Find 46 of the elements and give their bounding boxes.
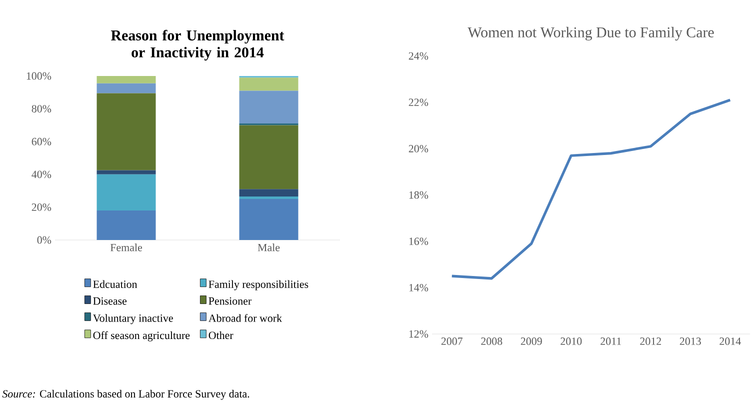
- legend-label: Pensioner: [208, 297, 252, 305]
- line-series: [450, 98, 732, 280]
- legend-label: Abroad for work: [208, 314, 282, 322]
- x-tick-label: Female: [110, 244, 142, 252]
- x-tick-label: 2010: [560, 338, 582, 345]
- bar: [239, 125, 298, 190]
- y-tick-label: 60%: [32, 138, 52, 146]
- bar: [239, 90, 298, 124]
- bar: [96, 170, 156, 174]
- y-tick-label: 40%: [32, 170, 52, 178]
- legend-label: Edcuation: [93, 280, 138, 288]
- bar: [96, 210, 156, 240]
- x-tick-label: 2011: [600, 338, 621, 345]
- y-tick-label: 0%: [37, 236, 52, 244]
- y-tick-label: 20%: [408, 144, 428, 152]
- x-tick-label: 2008: [481, 338, 502, 345]
- bar: [96, 93, 156, 170]
- y-tick-label: 24%: [408, 52, 428, 60]
- legend-label: Voluntary inactive: [92, 314, 173, 324]
- y-tick-label: 16%: [409, 238, 428, 246]
- y-tick-label: 18%: [409, 191, 428, 199]
- y-tick-label: 100%: [26, 72, 52, 80]
- x-tick-label: 2007: [441, 338, 463, 345]
- legend-label: Other: [208, 331, 234, 340]
- y-tick-label: 14%: [409, 284, 428, 292]
- bar: [96, 83, 156, 94]
- legend-label: Disease: [93, 297, 127, 305]
- chart-title: Reason for Unemployment or Inactivity in 2014: [111, 30, 284, 60]
- y-tick-label: 22%: [408, 98, 428, 106]
- legend-label: Off season agriculture: [93, 331, 190, 342]
- text: Source: Calculations based on Labor Force Survey data.: [2, 390, 250, 400]
- bar: [239, 199, 298, 240]
- y-tick-label: 80%: [32, 105, 52, 113]
- chart-title: Women not Working Due to Family Care: [468, 26, 714, 40]
- x-tick-label: 2014: [720, 338, 741, 345]
- x-tick-label: 2013: [680, 338, 701, 345]
- bar: [239, 78, 298, 91]
- bar: [239, 189, 298, 197]
- x-tick-label: Male: [258, 244, 280, 252]
- x-tick-label: 2009: [520, 338, 542, 345]
- x-tick-label: 2012: [640, 338, 661, 345]
- legend-label: Family responsibilities: [208, 280, 308, 290]
- bar: [96, 76, 156, 84]
- y-tick-label: 12%: [409, 330, 428, 338]
- bar: [96, 174, 156, 210]
- y-tick-label: 20%: [32, 203, 52, 211]
